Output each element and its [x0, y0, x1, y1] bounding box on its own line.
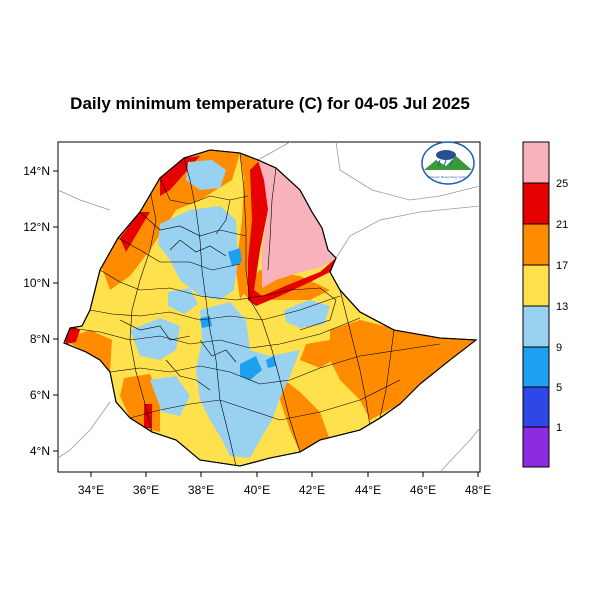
legend-band: [523, 427, 549, 467]
map-title: Daily minimum temperature (C) for 04-05 …: [70, 94, 470, 113]
legend-band: [523, 387, 549, 427]
legend-colorbar: 25 21 17 13 9 5 1: [522, 141, 568, 468]
legend-label: 13: [556, 301, 568, 313]
lat-tick-label: 4°N: [30, 444, 50, 458]
lon-tick-label: 38°E: [188, 483, 214, 497]
legend-band: [523, 347, 549, 387]
lon-tick-label: 40°E: [244, 483, 270, 497]
legend-label: 5: [556, 382, 562, 394]
lat-tick-label: 10°N: [23, 276, 50, 290]
legend-label: 9: [556, 342, 562, 354]
lat-tick-label: 12°N: [23, 220, 50, 234]
lon-tick-label: 48°E: [465, 483, 491, 497]
lat-tick-label: 14°N: [23, 164, 50, 178]
lat-tick-label: 6°N: [30, 388, 50, 402]
zone-boundaries: [69, 152, 441, 466]
lon-tick-labels: 34°E 36°E 38°E 40°E 42°E 44°E 46°E 48°E: [78, 483, 491, 497]
lon-tick-label: 36°E: [133, 483, 159, 497]
legend-band: [523, 224, 549, 265]
lon-tick-label: 46°E: [410, 483, 436, 497]
logo-caption: Ethiopian Meteorology Institute: [427, 175, 469, 179]
lon-tick-label: 34°E: [78, 483, 104, 497]
lon-tick-label: 42°E: [299, 483, 325, 497]
neighbour-borders: [58, 142, 480, 472]
lon-tick-label: 44°E: [355, 483, 381, 497]
legend-band: [523, 183, 549, 224]
lat-tick-labels: 14°N 12°N 10°N 8°N 6°N 4°N: [23, 164, 50, 458]
map-plot-area: [57, 141, 481, 473]
axis-ticks: [53, 170, 479, 477]
legend-band: [523, 142, 549, 183]
legend-label: 1: [556, 422, 562, 434]
legend-band: [523, 265, 549, 306]
ethiopian-meteorology-institute-logo: Ethiopian Meteorology Institute: [421, 141, 475, 185]
legend-band: [523, 306, 549, 347]
legend-label: 25: [556, 178, 568, 190]
lat-tick-label: 8°N: [30, 332, 50, 346]
legend-label: 17: [556, 260, 568, 272]
legend-label: 21: [556, 219, 568, 231]
